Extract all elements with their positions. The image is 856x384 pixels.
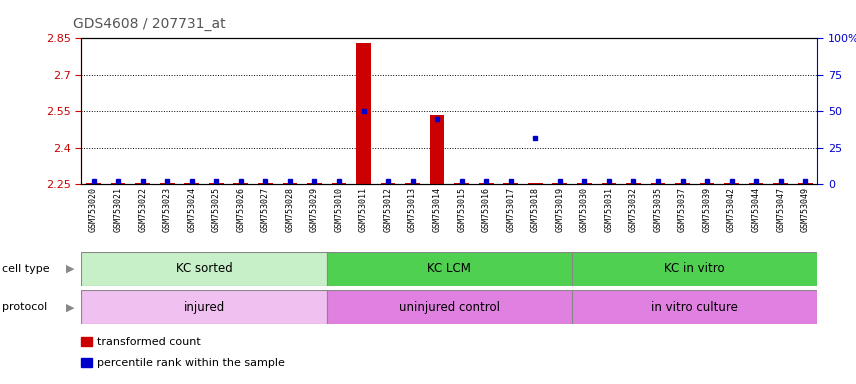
Bar: [626, 183, 641, 184]
Text: injured: injured: [183, 301, 224, 314]
Bar: [405, 183, 420, 184]
Text: GSM753037: GSM753037: [678, 187, 687, 232]
Bar: [577, 183, 591, 184]
Bar: [327, 290, 572, 324]
Text: GSM753016: GSM753016: [482, 187, 490, 232]
Text: GSM753013: GSM753013: [408, 187, 417, 232]
Text: GSM753010: GSM753010: [335, 187, 343, 232]
Bar: [602, 183, 616, 184]
Bar: [258, 183, 273, 184]
Bar: [503, 183, 518, 184]
Bar: [430, 115, 444, 184]
Bar: [86, 183, 101, 184]
Text: GSM753017: GSM753017: [506, 187, 515, 232]
Text: GSM753024: GSM753024: [187, 187, 196, 232]
Bar: [699, 183, 715, 184]
Text: protocol: protocol: [2, 302, 47, 312]
Text: GSM753047: GSM753047: [776, 187, 785, 232]
Text: in vitro culture: in vitro culture: [651, 301, 738, 314]
Bar: [327, 252, 572, 286]
Text: transformed count: transformed count: [97, 337, 200, 347]
Text: cell type: cell type: [2, 264, 50, 274]
Text: GDS4608 / 207731_at: GDS4608 / 207731_at: [73, 17, 225, 31]
Bar: [110, 183, 126, 184]
Text: GSM753019: GSM753019: [556, 187, 564, 232]
Text: GSM753026: GSM753026: [236, 187, 246, 232]
Bar: [479, 183, 494, 184]
Text: GSM753042: GSM753042: [727, 187, 736, 232]
Text: GSM753015: GSM753015: [457, 187, 467, 232]
Bar: [572, 290, 817, 324]
Bar: [749, 183, 764, 184]
Text: uninjured control: uninjured control: [399, 301, 500, 314]
Text: KC in vitro: KC in vitro: [664, 262, 725, 275]
Text: GSM753028: GSM753028: [285, 187, 294, 232]
Bar: [773, 183, 788, 184]
Text: ▶: ▶: [66, 264, 74, 274]
Text: GSM753030: GSM753030: [580, 187, 589, 232]
Text: GSM753023: GSM753023: [163, 187, 172, 232]
Bar: [356, 43, 371, 184]
Bar: [160, 183, 175, 184]
Bar: [209, 183, 223, 184]
Bar: [307, 183, 322, 184]
Text: GSM753014: GSM753014: [432, 187, 442, 232]
Bar: [184, 183, 199, 184]
Text: GSM753018: GSM753018: [531, 187, 540, 232]
Text: KC sorted: KC sorted: [175, 262, 232, 275]
Bar: [234, 183, 248, 184]
Text: GSM753027: GSM753027: [261, 187, 270, 232]
Bar: [135, 183, 150, 184]
Bar: [651, 183, 665, 184]
Text: GSM753022: GSM753022: [138, 187, 147, 232]
Text: ▶: ▶: [66, 302, 74, 312]
Bar: [282, 183, 297, 184]
Bar: [81, 252, 327, 286]
Text: GSM753032: GSM753032: [629, 187, 638, 232]
Text: GSM753049: GSM753049: [800, 187, 810, 232]
Bar: [381, 183, 395, 184]
Text: GSM753012: GSM753012: [383, 187, 393, 232]
Text: GSM753039: GSM753039: [703, 187, 711, 232]
Bar: [331, 183, 347, 184]
Bar: [572, 252, 817, 286]
Bar: [81, 290, 327, 324]
Bar: [528, 183, 543, 184]
Bar: [675, 183, 690, 184]
Bar: [455, 183, 469, 184]
Text: KC LCM: KC LCM: [427, 262, 472, 275]
Text: GSM753035: GSM753035: [653, 187, 663, 232]
Text: GSM753011: GSM753011: [359, 187, 368, 232]
Bar: [724, 183, 739, 184]
Text: GSM753044: GSM753044: [752, 187, 761, 232]
Bar: [552, 183, 568, 184]
Text: GSM753025: GSM753025: [211, 187, 221, 232]
Text: GSM753021: GSM753021: [114, 187, 122, 232]
Text: percentile rank within the sample: percentile rank within the sample: [97, 358, 284, 368]
Bar: [798, 183, 812, 184]
Text: GSM753020: GSM753020: [89, 187, 98, 232]
Text: GSM753029: GSM753029: [310, 187, 319, 232]
Text: GSM753031: GSM753031: [604, 187, 614, 232]
